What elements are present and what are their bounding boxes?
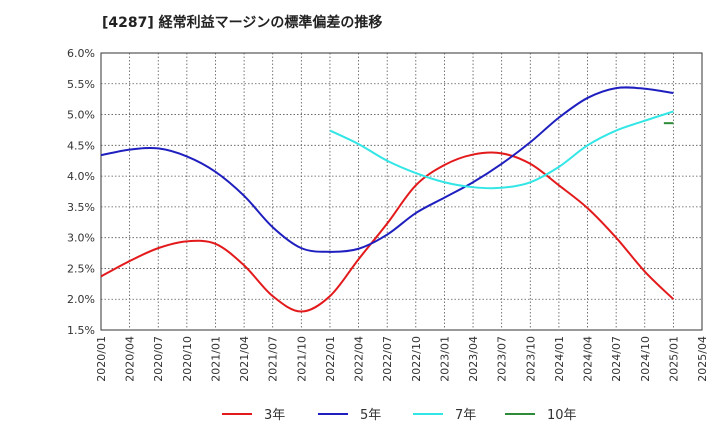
x-tick-label: 2020/10 [181, 336, 194, 382]
x-tick-label: 2023/07 [496, 336, 509, 382]
x-tick-label: 2025/01 [667, 336, 680, 382]
plot-area [100, 52, 703, 331]
y-tick-label: 2.0% [67, 293, 95, 306]
y-tick-label: 3.5% [67, 201, 95, 214]
y-tick-label: 2.5% [67, 262, 95, 275]
series-line-1 [100, 151, 675, 313]
y-tick-label: 6.0% [67, 47, 95, 60]
x-tick-label: 2021/01 [209, 336, 222, 382]
x-tick-label: 2021/04 [238, 336, 251, 382]
x-tick-label: 2022/10 [410, 336, 423, 382]
legend: 3年 5年 7年 10年 [222, 408, 577, 423]
legend-label-3: 7年 [455, 408, 476, 423]
x-tick-label: 2020/04 [124, 336, 137, 382]
x-tick-label: 2020/01 [95, 336, 108, 382]
grid-lines [101, 53, 702, 330]
x-tick-label: 2025/04 [696, 336, 709, 382]
x-tick-label: 2024/07 [610, 336, 623, 382]
series-line-2 [100, 86, 674, 253]
legend-label-2: 5年 [360, 408, 381, 423]
y-axis: 1.5% 2.0% 2.5% 3.0% 3.5% 4.0% 4.5% 5.0% 5.5% 6.0% [67, 47, 95, 337]
x-tick-label: 2022/07 [381, 336, 394, 382]
x-axis: 2020/01 2020/04 2020/07 2020/10 2021/01 2021/… [95, 336, 709, 382]
x-tick-label: 2024/10 [639, 336, 652, 382]
y-tick-label: 4.0% [67, 170, 95, 183]
x-tick-label: 2023/10 [524, 336, 537, 382]
y-tick-label: 3.0% [67, 232, 95, 245]
x-tick-label: 2023/01 [438, 336, 451, 382]
legend-label-1: 3年 [264, 408, 285, 423]
x-tick-label: 2023/04 [467, 336, 480, 382]
x-tick-label: 2021/10 [295, 336, 308, 382]
y-tick-label: 1.5% [67, 324, 95, 337]
y-tick-label: 4.5% [67, 139, 95, 152]
y-tick-label: 5.0% [67, 109, 95, 122]
x-tick-label: 2021/07 [267, 336, 280, 382]
chart-title: [4287] 経常利益マージンの標準偏差の推移 [102, 15, 383, 31]
x-tick-label: 2024/01 [553, 336, 566, 382]
series-line-3 [329, 110, 674, 190]
legend-label-4: 10年 [547, 408, 577, 423]
series-lines [100, 86, 675, 313]
x-tick-label: 2022/01 [324, 336, 337, 382]
x-tick-label: 2024/04 [582, 336, 595, 382]
x-tick-label: 2020/07 [152, 336, 165, 382]
x-tick-label: 2022/04 [353, 336, 366, 382]
y-tick-label: 5.5% [67, 78, 95, 91]
